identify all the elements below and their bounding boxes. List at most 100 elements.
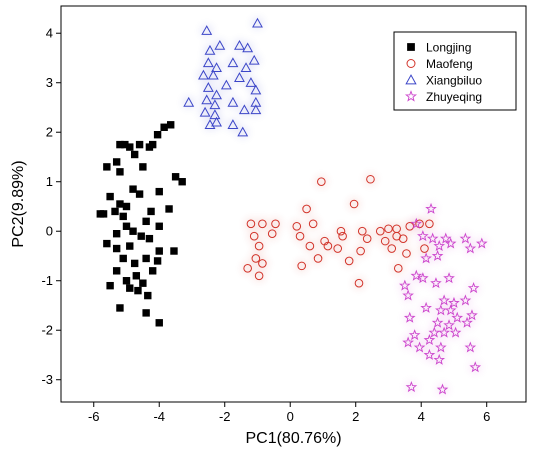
data-point-longjing xyxy=(119,254,127,263)
data-point-zhuyeqing xyxy=(413,341,426,353)
data-point-zhuyeqing xyxy=(431,249,444,261)
data-point-zhuyeqing xyxy=(469,361,482,373)
y-tick-label: 0 xyxy=(46,224,53,239)
legend-item-longjing: Longjing xyxy=(407,41,471,55)
point-glow xyxy=(199,106,212,119)
data-point-maofeng xyxy=(362,234,372,243)
point-glow xyxy=(202,81,215,94)
legend: Longjing Maofeng Xiangbiluo Zhuyeqing xyxy=(393,31,517,111)
point-glow xyxy=(226,56,239,69)
data-point-longjing xyxy=(139,279,147,287)
data-point-longjing xyxy=(171,173,180,181)
legend-label-xiangbiluo: Xiangbiluo xyxy=(426,74,482,88)
data-point-longjing xyxy=(147,207,155,216)
data-point-zhuyeqing xyxy=(438,294,450,306)
point-glow xyxy=(236,126,249,139)
point-glow xyxy=(249,103,262,116)
data-point-zhuyeqing xyxy=(443,319,455,331)
data-point-zhuyeqing xyxy=(475,237,488,249)
data-point-xiangbiluo xyxy=(245,77,257,87)
legend-item-xiangbiluo: Xiangbiluo xyxy=(405,74,482,88)
data-point-longjing xyxy=(155,222,163,230)
data-point-longjing xyxy=(121,140,129,149)
data-point-zhuyeqing xyxy=(426,232,439,244)
data-point-longjing xyxy=(106,281,114,290)
data-point-xiangbiluo xyxy=(214,39,226,50)
y-tick-label: 3 xyxy=(46,75,53,90)
data-point-maofeng xyxy=(292,221,302,231)
data-point-longjing xyxy=(112,267,121,275)
data-point-longjing xyxy=(129,185,137,193)
data-point-maofeng xyxy=(258,219,267,229)
data-point-zhuyeqing xyxy=(417,272,429,284)
data-point-longjing xyxy=(165,205,173,213)
data-point-longjing xyxy=(134,286,142,295)
x-axis-title: PC1(80.76%) xyxy=(245,430,341,447)
data-point-xiangbiluo xyxy=(252,17,263,28)
data-point-maofeng xyxy=(420,244,429,253)
point-glow xyxy=(248,54,261,67)
data-point-zhuyeqing xyxy=(410,269,423,281)
data-point-maofeng xyxy=(313,254,323,263)
data-point-maofeng xyxy=(323,241,333,251)
legend-marker-longjing xyxy=(407,43,415,51)
data-point-longjing xyxy=(103,239,111,248)
data-point-zhuyeqing xyxy=(402,289,414,301)
series-longjing xyxy=(96,121,186,327)
data-point-zhuyeqing xyxy=(403,311,416,323)
point-glow xyxy=(208,99,221,111)
point-glow xyxy=(233,71,246,84)
point-glow xyxy=(197,69,210,82)
data-point-zhuyeqing xyxy=(466,309,478,321)
data-point-longjing xyxy=(137,232,145,240)
point-glow xyxy=(226,118,239,131)
data-point-zhuyeqing xyxy=(443,272,455,284)
data-point-zhuyeqing xyxy=(425,202,437,214)
data-point-xiangbiluo xyxy=(183,96,195,107)
data-point-xiangbiluo xyxy=(211,89,222,100)
data-point-zhuyeqing xyxy=(448,296,460,308)
data-point-zhuyeqing xyxy=(438,326,450,338)
x-tick-label: 4 xyxy=(418,409,425,424)
point-glow xyxy=(249,84,262,97)
data-point-maofeng xyxy=(349,199,359,209)
data-point-longjing xyxy=(106,192,114,201)
legend-label-maofeng: Maofeng xyxy=(426,57,473,71)
data-point-maofeng xyxy=(344,256,354,266)
point-glow xyxy=(238,103,251,116)
data-point-longjing xyxy=(178,178,186,186)
y-tick-label: -3 xyxy=(41,372,53,387)
data-point-maofeng xyxy=(302,204,311,214)
point-glow xyxy=(220,79,233,92)
data-point-maofeng xyxy=(380,236,390,246)
data-point-maofeng xyxy=(305,241,315,251)
data-point-xiangbiluo xyxy=(227,57,239,68)
data-point-longjing xyxy=(99,210,108,218)
data-point-maofeng xyxy=(338,231,347,241)
legend-label-longjing: Longjing xyxy=(426,41,471,55)
data-point-maofeng xyxy=(336,226,346,236)
x-tick-label: -2 xyxy=(219,409,231,424)
data-point-zhuyeqing xyxy=(444,237,457,249)
data-point-zhuyeqing xyxy=(408,329,421,341)
data-point-longjing xyxy=(170,247,178,255)
legend-item-zhuyeqing: Zhuyeqing xyxy=(404,90,482,104)
data-point-longjing xyxy=(167,121,175,129)
data-point-longjing xyxy=(155,247,163,255)
y-axis-ticks: -3 -2 -1 0 1 2 3 4 xyxy=(41,26,61,387)
data-point-maofeng xyxy=(308,219,318,229)
data-point-longjing xyxy=(145,234,154,243)
data-point-xiangbiluo xyxy=(227,96,239,107)
y-tick-label: -1 xyxy=(41,273,53,288)
data-point-longjing xyxy=(112,244,121,253)
data-point-longjing xyxy=(130,150,139,159)
point-glow xyxy=(207,69,220,82)
data-point-longjing xyxy=(116,304,124,312)
data-point-xiangbiluo xyxy=(250,104,262,115)
data-point-longjing xyxy=(148,140,157,149)
data-point-longjing xyxy=(111,207,119,216)
data-point-zhuyeqing xyxy=(431,316,444,328)
point-glow xyxy=(210,116,223,129)
data-point-xiangbiluo xyxy=(238,104,250,115)
data-point-longjing xyxy=(129,227,137,235)
